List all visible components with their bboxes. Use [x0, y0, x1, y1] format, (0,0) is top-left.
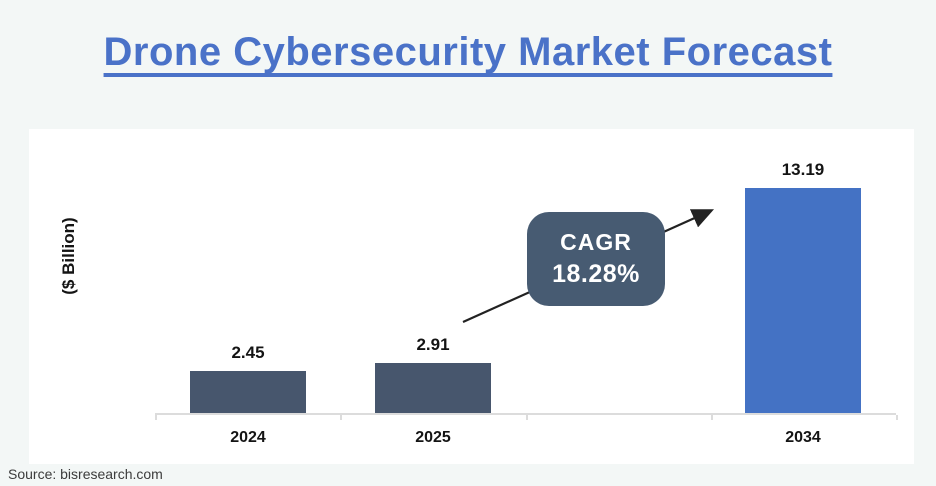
x-axis-tick — [155, 415, 157, 420]
value-label-2025: 2.91 — [416, 335, 450, 354]
value-label-2034: 13.19 — [781, 160, 825, 179]
x-axis-tick — [896, 415, 898, 420]
page-title: Drone Cybersecurity Market Forecast — [103, 30, 833, 74]
bar-2025 — [375, 363, 491, 413]
bar-2024 — [190, 371, 306, 413]
x-axis-tick — [526, 415, 528, 420]
cagr-badge-label: CAGR — [560, 228, 632, 255]
category-label-2024: 2024 — [230, 429, 266, 446]
source-attribution: Source: bisresearch.com — [8, 466, 163, 482]
bar-2034 — [745, 188, 861, 413]
category-label-2025: 2025 — [415, 429, 451, 446]
x-axis-tick — [340, 415, 342, 420]
cagr-badge-value: 18.28% — [552, 259, 640, 288]
cagr-badge: CAGR 18.28% — [527, 212, 665, 306]
category-label-2034: 2034 — [785, 429, 821, 446]
x-axis-tick — [711, 415, 713, 420]
x-axis-line — [155, 413, 896, 415]
value-label-2024: 2.45 — [231, 343, 265, 362]
